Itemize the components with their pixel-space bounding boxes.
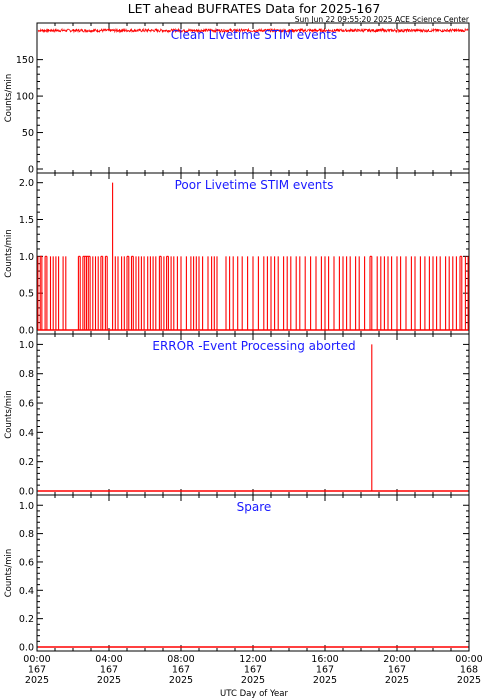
x-tick-label: 2025 xyxy=(241,675,265,686)
y-axis-label: Counts/min xyxy=(4,549,14,598)
y-tick-label: 0.6 xyxy=(19,399,34,410)
y-tick-label: 50 xyxy=(22,128,34,139)
y-tick-label: 150 xyxy=(16,55,34,66)
y-axis-label: Counts/min xyxy=(4,390,14,439)
x-tick-label: 08:00 xyxy=(167,654,194,665)
x-tick-label: 04:00 xyxy=(95,654,122,665)
y-tick-label: 0.8 xyxy=(19,369,34,380)
y-tick-label: 0.6 xyxy=(19,557,34,568)
x-tick-label: 16:00 xyxy=(311,654,338,665)
y-tick-label: 0.0 xyxy=(19,326,34,337)
x-tick-label: 2025 xyxy=(385,675,409,686)
chart-title: LET ahead BUFRATES Data for 2025-167 xyxy=(128,1,381,16)
y-tick-label: 0.4 xyxy=(19,586,34,597)
panel-title: Poor Livetime STIM events xyxy=(175,178,334,192)
x-tick-label: 00:00 xyxy=(23,654,50,665)
x-axis-label: UTC Day of Year xyxy=(220,689,288,699)
y-axis-label: Counts/min xyxy=(4,229,14,278)
y-tick-label: 0.2 xyxy=(19,614,34,625)
x-tick-label: 167 xyxy=(172,665,190,676)
x-tick-label: 167 xyxy=(28,665,46,676)
x-tick-label: 2025 xyxy=(313,675,337,686)
y-axis-label: Counts/min xyxy=(4,74,14,123)
x-tick-label: 2025 xyxy=(25,675,49,686)
x-tick-label: 168 xyxy=(460,665,478,676)
panel-3: 0.0 0.2 0.4 0.6 0.8 1.0 Counts/min ERROR -Event… xyxy=(4,333,470,498)
x-tick-label: 20:00 xyxy=(383,654,410,665)
y-tick-label: 0 xyxy=(28,165,34,176)
y-tick-label: 1.0 xyxy=(19,252,34,263)
x-tick-label: 167 xyxy=(244,665,262,676)
x-tick-label: 167 xyxy=(316,665,334,676)
x-tick-label: 167 xyxy=(388,665,406,676)
y-tick-label: 0.4 xyxy=(19,428,34,439)
x-tick-label: 2025 xyxy=(457,675,481,686)
y-tick-label: 2.0 xyxy=(19,178,34,189)
panel-title: ERROR -Event Processing aborted xyxy=(152,339,355,353)
x-tick-label: 167 xyxy=(100,665,118,676)
x-tick-label: 2025 xyxy=(97,675,121,686)
y-tick-label: 0.0 xyxy=(19,643,34,654)
y-tick-label: 100 xyxy=(16,92,34,103)
y-tick-label: 0.0 xyxy=(19,487,34,498)
panel-title: Spare xyxy=(237,500,272,514)
x-tick-label: 2025 xyxy=(169,675,193,686)
y-tick-label: 1.0 xyxy=(19,501,34,512)
y-tick-label: 0.2 xyxy=(19,457,34,468)
y-tick-label: 0.5 xyxy=(19,289,34,300)
y-tick-label: 0.8 xyxy=(19,529,34,540)
x-tick-label: 00:00 xyxy=(455,654,482,665)
panel-2: 0.0 0.5 1.0 1.5 2.0 Counts/min Poor Livetime S… xyxy=(4,172,470,337)
y-tick-label: 1.0 xyxy=(19,340,34,351)
panel-frame xyxy=(36,22,470,174)
panel-frame xyxy=(36,494,470,652)
panel-4: 0.0 0.2 0.4 0.6 0.8 1.0 Counts/min Spare xyxy=(4,494,470,654)
panel-title: Clean Livetime STIM events xyxy=(171,28,337,42)
panel-frame xyxy=(36,333,470,496)
x-tick-label: 12:00 xyxy=(239,654,266,665)
y-tick-label: 1.5 xyxy=(19,215,34,226)
chart-subtitle: Sun Jun 22 09:55:20 2025 ACE Science Cen… xyxy=(295,15,470,24)
series-line xyxy=(37,27,469,34)
